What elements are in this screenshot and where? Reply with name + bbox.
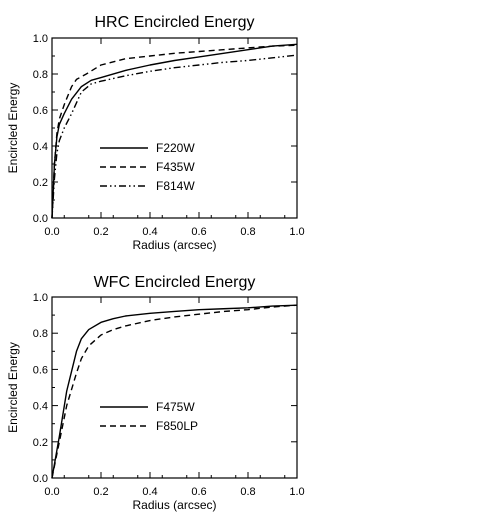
wfc-x-tick-label: 0.6 xyxy=(191,486,206,498)
wfc-y-tick-label: 0.8 xyxy=(33,328,48,340)
wfc-y-axis-label: Encircled Energy xyxy=(6,342,20,433)
hrc-x-tick-label: 0.0 xyxy=(44,226,59,238)
hrc-y-tick-label: 0.6 xyxy=(33,105,48,117)
wfc-x-tick-label: 0.0 xyxy=(44,486,59,498)
hrc-x-axis-label: Radius (arcsec) xyxy=(132,238,216,252)
wfc-y-tick-label: 1.0 xyxy=(33,292,48,304)
wfc-y-tick-label: 0.4 xyxy=(33,401,48,413)
hrc-series-f814w xyxy=(51,54,298,219)
hrc-x-tick-label: 0.8 xyxy=(240,226,255,238)
wfc-y-tick-label: 0.2 xyxy=(33,437,48,449)
hrc-y-tick-label: 0.0 xyxy=(33,213,48,225)
wfc-x-tick-label: 0.4 xyxy=(142,486,157,498)
hrc-y-tick-label: 1.0 xyxy=(33,33,48,45)
hrc-x-tick-label: 0.4 xyxy=(142,226,157,238)
hrc-series-f220w xyxy=(51,43,298,219)
hrc-x-tick-label: 0.2 xyxy=(93,226,108,238)
wfc-x-axis-label: Radius (arcsec) xyxy=(132,498,216,512)
hrc-y-tick-label: 0.8 xyxy=(33,69,48,81)
wfc-series-f475w xyxy=(51,304,298,479)
hrc-legend-label-f814w: F814W xyxy=(156,179,195,193)
wfc-x-tick-label: 1.0 xyxy=(289,486,304,498)
wfc-y-tick-label: 0.0 xyxy=(33,473,48,485)
hrc-legend-label-f435w: F435W xyxy=(156,160,195,174)
wfc-x-tick-label: 0.8 xyxy=(240,486,255,498)
hrc-x-tick-label: 0.6 xyxy=(191,226,206,238)
hrc-legend-label-f220w: F220W xyxy=(156,141,195,155)
wfc-legend-label-f850lp: F850LP xyxy=(156,419,198,433)
hrc-panel: HRC Encircled Energy 0.0 0.2 0.4 0.6 0.8 1.0 0.… xyxy=(6,14,305,252)
hrc-y-axis-label: Encircled Energy xyxy=(6,83,20,174)
hrc-series-f435w xyxy=(51,44,298,219)
wfc-panel: WFC Encircled Energy 0.0 0.2 0.4 0.6 0.8 1.0 0.… xyxy=(6,274,305,512)
hrc-y-tick-label: 0.2 xyxy=(33,177,48,189)
wfc-series-f850lp xyxy=(51,304,298,479)
hrc-x-tick-label: 1.0 xyxy=(289,226,304,238)
wfc-y-tick-label: 0.6 xyxy=(33,364,48,376)
hrc-y-tick-label: 0.4 xyxy=(33,141,48,153)
wfc-plot-frame xyxy=(51,296,298,479)
wfc-chart-title: WFC Encircled Energy xyxy=(94,274,256,291)
wfc-legend-label-f475w: F475W xyxy=(156,400,195,414)
wfc-x-tick-label: 0.2 xyxy=(93,486,108,498)
hrc-chart-title: HRC Encircled Energy xyxy=(94,14,254,31)
